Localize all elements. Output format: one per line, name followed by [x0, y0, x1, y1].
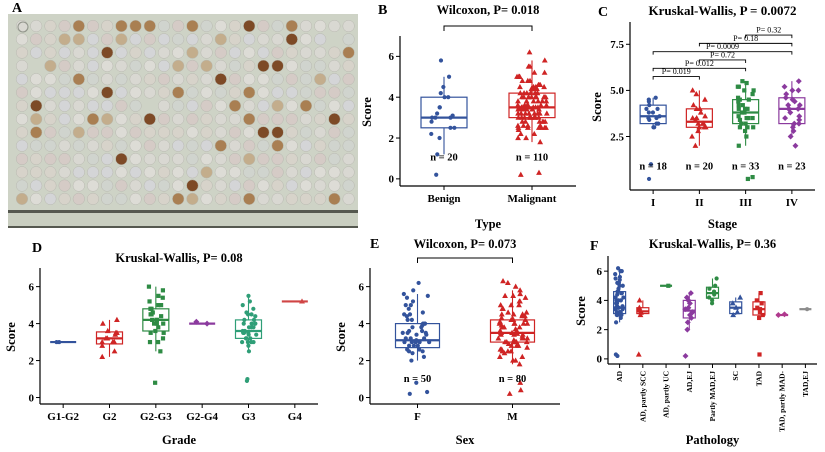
- svg-text:M: M: [507, 411, 518, 423]
- panel-d-label: D: [32, 241, 43, 256]
- svg-text:n = 110: n = 110: [516, 152, 548, 163]
- svg-text:0: 0: [359, 392, 365, 404]
- svg-text:I: I: [651, 197, 655, 209]
- svg-text:Score: Score: [360, 97, 374, 127]
- svg-text:P= 0.0009: P= 0.0009: [706, 42, 739, 51]
- svg-text:AD,EJ: AD,EJ: [685, 371, 694, 393]
- svg-text:Score: Score: [4, 322, 18, 352]
- svg-text:G2: G2: [102, 411, 117, 423]
- svg-text:n = 23: n = 23: [778, 162, 806, 173]
- svg-text:Kruskal-Wallis, P = 0.0072: Kruskal-Wallis, P = 0.0072: [649, 3, 797, 18]
- svg-text:Kruskal-Wallis, P= 0.36: Kruskal-Wallis, P= 0.36: [649, 237, 776, 251]
- svg-text:F: F: [414, 411, 421, 423]
- svg-text:G2-G3: G2-G3: [140, 411, 172, 423]
- svg-text:Wilcoxon, P= 0.073: Wilcoxon, P= 0.073: [414, 237, 517, 251]
- svg-text:II: II: [695, 197, 704, 209]
- svg-text:6: 6: [597, 266, 603, 278]
- svg-text:Stage: Stage: [708, 217, 738, 231]
- svg-text:Pathology: Pathology: [686, 433, 740, 447]
- boxplot-grade: 0 2 4 6 Score G1-G2 G2 G2-G3 G2-G4 G3 G4 Grade Krusk…: [4, 240, 328, 450]
- tma-slide-image: [8, 14, 358, 228]
- svg-text:2: 2: [29, 355, 35, 367]
- svg-text:n = 20: n = 20: [686, 162, 714, 173]
- svg-text:7.5: 7.5: [610, 39, 624, 51]
- panel-f-label: F: [590, 239, 599, 254]
- svg-text:6: 6: [29, 281, 35, 293]
- panel-b-label: B: [378, 3, 388, 18]
- svg-text:Benign: Benign: [427, 193, 460, 205]
- svg-text:P= 0.019: P= 0.019: [662, 67, 691, 76]
- svg-text:Type: Type: [475, 217, 502, 231]
- svg-text:5.0: 5.0: [610, 85, 624, 97]
- svg-text:Score: Score: [334, 322, 348, 352]
- svg-text:6: 6: [359, 281, 365, 293]
- svg-text:Partly MAD,EJ: Partly MAD,EJ: [708, 371, 717, 422]
- svg-text:SC: SC: [731, 371, 740, 381]
- svg-text:AD, partly SCC: AD, partly SCC: [638, 371, 647, 422]
- svg-text:TAD,EJ: TAD,EJ: [801, 371, 810, 397]
- svg-text:G4: G4: [288, 411, 303, 423]
- svg-text:4: 4: [29, 318, 35, 330]
- svg-text:6: 6: [389, 51, 395, 63]
- svg-text:2: 2: [359, 355, 365, 367]
- panel-c-label: C: [598, 5, 609, 20]
- svg-text:Malignant: Malignant: [508, 193, 557, 205]
- svg-text:P= 0.72: P= 0.72: [710, 50, 735, 59]
- svg-text:G1-G2: G1-G2: [47, 411, 79, 423]
- svg-text:Grade: Grade: [162, 433, 196, 447]
- svg-text:G3: G3: [241, 411, 256, 423]
- svg-text:P= 0.18: P= 0.18: [733, 34, 758, 43]
- svg-text:n = 80: n = 80: [499, 374, 527, 385]
- svg-text:n = 18: n = 18: [639, 162, 667, 173]
- svg-text:Sex: Sex: [456, 433, 476, 447]
- svg-text:4: 4: [389, 92, 395, 104]
- svg-text:n = 50: n = 50: [404, 374, 432, 385]
- svg-text:2: 2: [389, 133, 395, 145]
- boxplot-sex: 0 2 4 6 Score F M Sex Wilcoxon, P= 0.073 n = 50 n …: [334, 236, 572, 450]
- boxplot-stage: 2.5 5.0 7.5 Score I II III IV Stage Kruskal-Walli…: [590, 2, 823, 234]
- svg-text:G2-G4: G2-G4: [186, 411, 218, 423]
- svg-text:TAD, partly MAD-: TAD, partly MAD-: [778, 371, 787, 432]
- panel-a-label: A: [12, 1, 23, 16]
- svg-text:P= 0.012: P= 0.012: [685, 59, 714, 68]
- svg-text:0: 0: [597, 354, 603, 366]
- svg-text:0: 0: [29, 392, 35, 404]
- svg-text:AD, partly UC: AD, partly UC: [662, 371, 671, 418]
- boxplot-pathology: 0 2 4 6 Score AD AD, partly SCC AD, partly UC AD…: [574, 234, 823, 450]
- svg-text:Wilcoxon, P= 0.018: Wilcoxon, P= 0.018: [437, 3, 540, 17]
- svg-text:III: III: [739, 197, 752, 209]
- svg-text:2.5: 2.5: [610, 131, 624, 143]
- svg-text:Score: Score: [574, 296, 588, 326]
- svg-text:IV: IV: [786, 197, 798, 209]
- svg-text:P= 0.32: P= 0.32: [756, 26, 781, 35]
- svg-text:TAD: TAD: [754, 370, 763, 386]
- svg-text:4: 4: [597, 295, 603, 307]
- svg-text:AD: AD: [615, 370, 624, 381]
- svg-text:Score: Score: [590, 92, 604, 122]
- svg-text:4: 4: [359, 318, 365, 330]
- boxplot-type: 0 2 4 6 Score Benign Malignant Type Wilcoxon, P=…: [360, 2, 588, 234]
- svg-text:2: 2: [597, 324, 603, 336]
- svg-text:n = 20: n = 20: [430, 152, 458, 163]
- svg-text:0: 0: [389, 174, 395, 186]
- svg-text:n = 33: n = 33: [732, 162, 760, 173]
- svg-text:Kruskal-Wallis, P= 0.08: Kruskal-Wallis, P= 0.08: [115, 251, 242, 265]
- panel-e-label: E: [370, 237, 380, 252]
